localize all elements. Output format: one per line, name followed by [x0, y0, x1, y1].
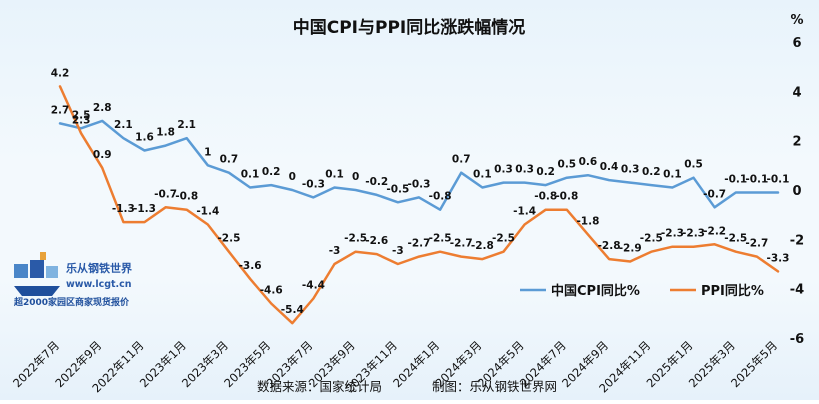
y-tick-label: -2	[790, 233, 804, 248]
cpi-data-label: -0.1	[767, 173, 790, 185]
cpi-data-label: 0.4	[600, 161, 619, 173]
cpi-data-label: 1	[204, 146, 211, 158]
cpi-data-label: 2.5	[72, 109, 91, 121]
cpi-data-label: 0.2	[262, 166, 281, 178]
cpi-data-label: -0.3	[408, 178, 431, 190]
cpi-series-line	[58, 119, 780, 211]
cpi-data-label: 2.7	[51, 104, 70, 116]
cpi-data-label: 0.5	[558, 159, 577, 171]
ppi-data-label: -1.3	[112, 203, 135, 215]
legend-label-cpi: 中国CPI同比%	[551, 283, 640, 299]
legend-label-ppi: PPI同比%	[701, 283, 764, 299]
cpi-data-label: -0.5	[386, 183, 409, 195]
cpi-data-label: 0.3	[621, 164, 640, 176]
ppi-data-label: 0.9	[93, 149, 112, 161]
y-tick-label: -4	[790, 283, 804, 298]
cpi-data-label: 0.7	[452, 154, 471, 166]
cpi-data-label: -0.2	[365, 176, 388, 188]
cpi-data-label: 1.8	[156, 127, 175, 139]
ppi-data-label: -2.6	[365, 235, 388, 247]
logo-tagline: 超2000家园区商家现货报价	[13, 296, 130, 308]
ppi-data-label: -3.6	[239, 260, 262, 272]
cpi-data-label: 0.3	[515, 164, 534, 176]
ppi-data-label: -2.8	[598, 240, 621, 252]
ppi-data-label: -2.5	[492, 233, 515, 245]
ppi-data-label: -1.8	[576, 215, 599, 227]
ppi-data-label: -3.3	[767, 252, 790, 264]
cpi-data-label: -0.7	[703, 188, 726, 200]
y-tick-label: 6	[792, 36, 801, 51]
logo: 乐从钢铁世界 www.lcgt.cn 超2000家园区商家现货报价	[13, 252, 132, 308]
legend: 中国CPI同比% PPI同比%	[520, 283, 764, 299]
x-tick-label: 2025年5月	[728, 338, 780, 390]
cpi-data-label: 0.3	[494, 164, 513, 176]
logo-name: 乐从钢铁世界	[66, 261, 132, 275]
ppi-data-label: -4.6	[260, 284, 283, 296]
cpi-data-label: 0.5	[684, 159, 703, 171]
ppi-data-label: -0.8	[175, 191, 198, 203]
ppi-data-label: -2.8	[471, 240, 494, 252]
ppi-data-label: -0.8	[555, 191, 578, 203]
ppi-data-label: -2.2	[703, 225, 726, 237]
ppi-data-label: -5.4	[281, 304, 304, 316]
logo-icon	[14, 252, 60, 296]
ppi-data-label: -3	[392, 245, 404, 257]
cpi-data-label: 0.1	[241, 169, 260, 181]
y-tick-label: 4	[792, 85, 801, 100]
y-tick-label: 2	[792, 135, 801, 150]
cpi-data-label: 0.2	[536, 166, 555, 178]
ppi-data-label: 4.2	[51, 67, 70, 79]
cpi-data-label: 1.6	[135, 132, 154, 144]
y-tick-label: -6	[790, 332, 804, 347]
cpi-data-label: 2.8	[93, 102, 112, 114]
data-source: 数据来源：国家统计局	[257, 379, 382, 394]
ppi-data-label: -0.8	[534, 191, 557, 203]
ppi-data-label: -4.4	[302, 280, 325, 292]
ppi-data-label: -3	[329, 245, 341, 257]
ppi-data-label: -2.5	[724, 233, 747, 245]
ppi-data-label: -1.4	[513, 206, 536, 218]
ppi-data-label: -2.7	[745, 238, 768, 250]
ppi-data-label: -2.7	[408, 238, 431, 250]
ppi-data-label: -2.7	[450, 238, 473, 250]
cpi-data-label: 2.1	[177, 119, 196, 131]
y-tick-label: 0	[792, 184, 801, 199]
cpi-data-label: 0.1	[473, 169, 492, 181]
cpi-data-label: -0.1	[724, 173, 747, 185]
cpi-data-label: 2.1	[114, 119, 133, 131]
cpi-data-label: -0.3	[302, 178, 325, 190]
y-axis-unit: %	[790, 13, 803, 28]
ppi-data-label: -0.7	[154, 188, 177, 200]
ppi-data-label: -1.3	[133, 203, 156, 215]
ppi-data-label: -2.3	[682, 228, 705, 240]
chart-credit: 制图：乐从钢铁世界网	[432, 379, 557, 394]
chart-title: 中国CPI与PPI同比涨跌幅情况	[293, 17, 526, 38]
cpi-data-label: 0	[289, 171, 296, 183]
ppi-data-label: -2.5	[344, 233, 367, 245]
ppi-data-label: 2.3	[72, 114, 91, 126]
ppi-data-label: -2.3	[661, 228, 684, 240]
cpi-data-label: 0	[352, 171, 359, 183]
cpi-data-label: -0.8	[429, 191, 452, 203]
cpi-data-label: 0.1	[663, 169, 682, 181]
cpi-data-label: 0.6	[579, 156, 598, 168]
logo-url: www.lcgt.cn	[66, 279, 132, 290]
cpi-data-label: 0.2	[642, 166, 661, 178]
ppi-data-label: -1.4	[196, 206, 219, 218]
cpi-data-label: 0.1	[325, 169, 344, 181]
ppi-data-label: -2.5	[217, 233, 240, 245]
ppi-series-line	[58, 85, 780, 325]
cpi-data-label: -0.1	[745, 173, 768, 185]
cpi-data-label: 0.7	[220, 154, 239, 166]
ppi-data-label: -2.5	[429, 233, 452, 245]
ppi-data-label: -2.9	[619, 243, 642, 255]
ppi-data-label: -2.5	[640, 233, 663, 245]
